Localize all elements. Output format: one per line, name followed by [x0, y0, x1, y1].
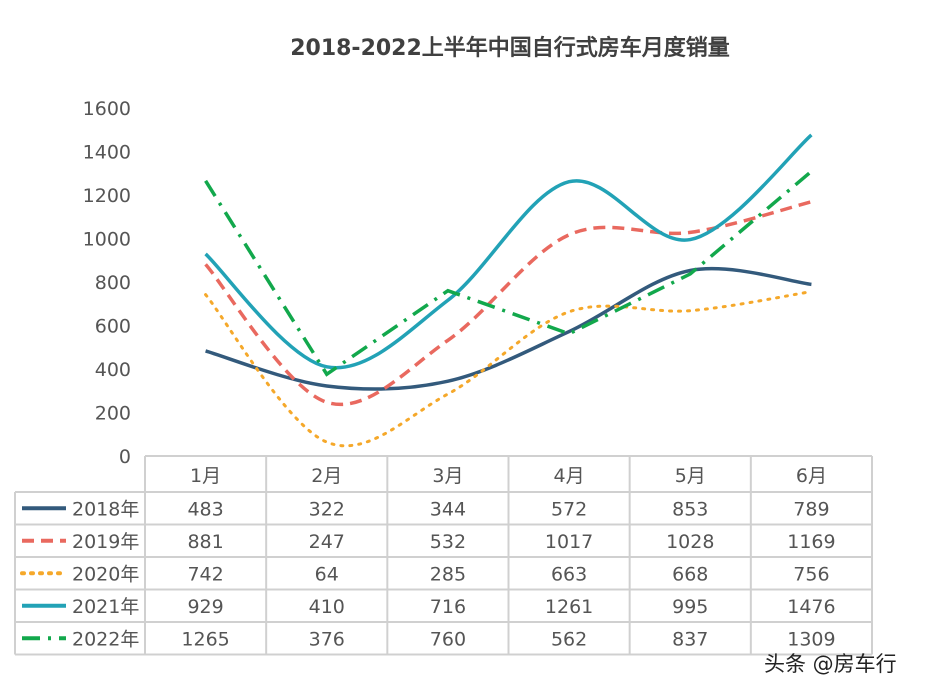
table-cell-value: 1169	[787, 531, 835, 553]
series-line-2019年	[204, 200, 812, 406]
table-cell-value: 344	[430, 498, 466, 520]
table-cell-value: 1265	[181, 628, 229, 650]
y-tick-label: 0	[119, 446, 131, 468]
y-tick-label: 1400	[83, 142, 131, 164]
legend-label: 2021年	[72, 596, 139, 618]
y-tick-label: 600	[95, 316, 131, 338]
legend-label: 2019年	[72, 531, 139, 553]
table-cell-value: 322	[309, 498, 345, 520]
series-line-2021年	[204, 133, 813, 370]
x-category-label: 4月	[554, 465, 585, 487]
y-tick-label: 1600	[83, 98, 131, 120]
table-cell-value: 64	[315, 563, 339, 585]
table-cell-value: 837	[672, 628, 708, 650]
table-cell-value: 1017	[545, 531, 593, 553]
x-category-label: 3月	[432, 465, 463, 487]
legend-label: 2020年	[72, 563, 139, 585]
legend-label: 2022年	[72, 628, 139, 650]
table-cell-value: 1309	[787, 628, 835, 650]
y-tick-label: 200	[95, 403, 131, 425]
table-cell-value: 853	[672, 498, 708, 520]
x-category-label: 2月	[311, 465, 342, 487]
legend-label: 2018年	[72, 498, 139, 520]
table-cell-value: 881	[187, 531, 223, 553]
y-tick-label: 800	[95, 272, 131, 294]
table-cell-value: 668	[672, 563, 708, 585]
series-line-2022年	[204, 169, 813, 377]
table-cell-value: 532	[430, 531, 466, 553]
table-cell-value: 572	[551, 498, 587, 520]
x-category-label: 1月	[190, 465, 221, 487]
table-cell-value: 995	[672, 596, 708, 618]
table-cell-value: 562	[551, 628, 587, 650]
series-line-2018年	[205, 266, 812, 391]
y-tick-label: 1200	[83, 185, 131, 207]
x-category-label: 5月	[675, 465, 706, 487]
table-cell-value: 1028	[666, 531, 714, 553]
table-cell-value: 663	[551, 563, 587, 585]
table-cell-value: 756	[793, 563, 829, 585]
table-cell-value: 483	[187, 498, 223, 520]
table-cell-value: 716	[430, 596, 466, 618]
table-cell-value: 247	[309, 531, 345, 553]
table-cell-value: 285	[430, 563, 466, 585]
table-cell-value: 742	[187, 563, 223, 585]
table-cell-value: 1476	[787, 596, 835, 618]
y-tick-label: 1000	[83, 229, 131, 251]
source-credit: 头条 @房车行	[764, 652, 897, 676]
chart-title: 2018-2022上半年中国自行式房车月度销量	[290, 35, 730, 61]
x-category-label: 6月	[796, 465, 827, 487]
table-cell-value: 760	[430, 628, 466, 650]
y-tick-label: 400	[95, 359, 131, 381]
table-cell-value: 929	[187, 596, 223, 618]
table-cell-value: 1261	[545, 596, 593, 618]
table-cell-value: 410	[309, 596, 345, 618]
table-cell-value: 789	[793, 498, 829, 520]
series-line-2020年	[204, 290, 813, 448]
table-cell-value: 376	[309, 628, 345, 650]
